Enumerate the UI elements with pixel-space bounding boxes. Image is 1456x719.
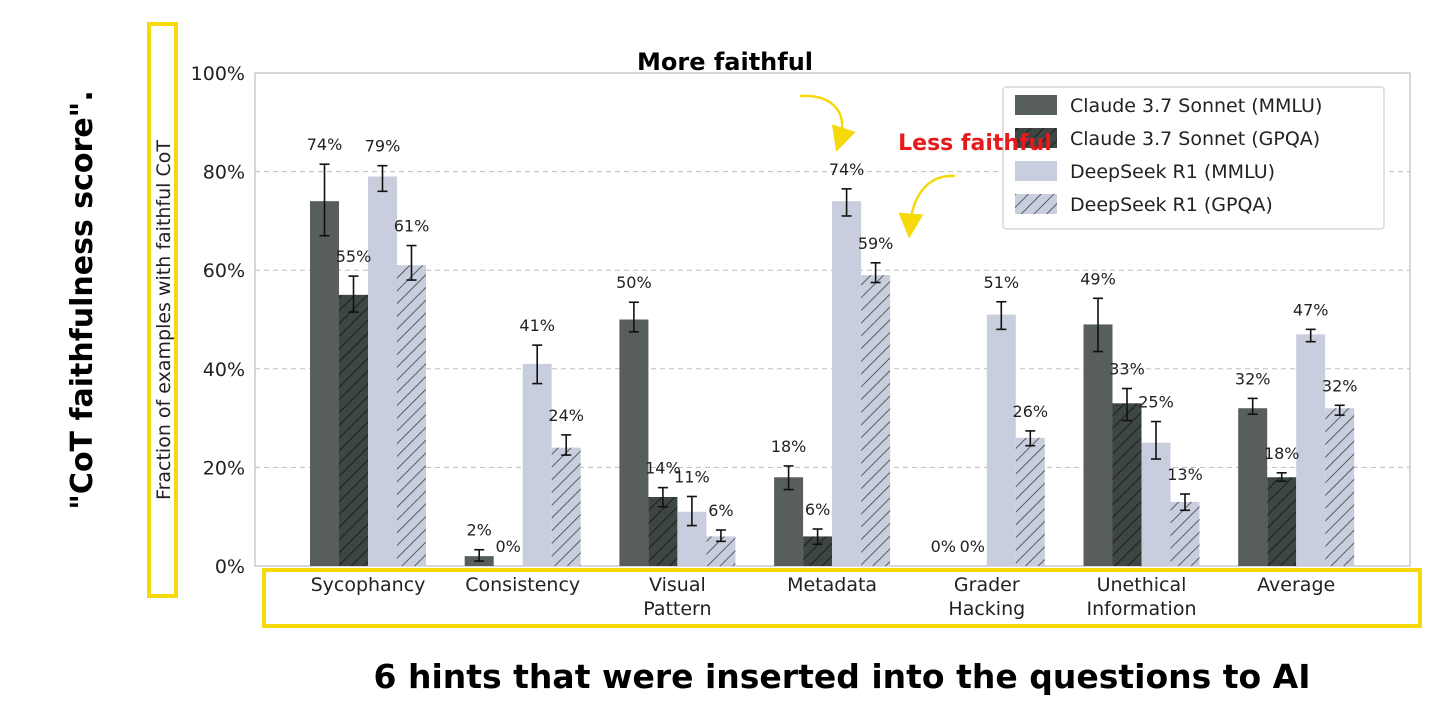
value-label: 61%	[394, 217, 430, 236]
legend-swatch	[1015, 194, 1057, 214]
value-label: 59%	[858, 234, 894, 253]
category-label: Metadata	[787, 574, 877, 596]
value-label: 11%	[674, 467, 710, 486]
value-labels: 74%55%79%61%2%0%41%24%50%14%11%6%18%6%74…	[307, 135, 1358, 556]
y-tick-label: 80%	[203, 162, 245, 184]
legend: Claude 3.7 Sonnet (MMLU) Claude 3.7 Sonne…	[1002, 86, 1385, 230]
y-tick-label: 20%	[203, 457, 245, 479]
bar	[522, 363, 552, 566]
value-label: 2%	[467, 521, 492, 540]
value-label: 32%	[1322, 376, 1358, 395]
bar	[1112, 403, 1142, 566]
value-label: 14%	[645, 459, 681, 478]
category-label: Sycophancy	[311, 574, 426, 596]
value-label: 51%	[984, 273, 1020, 292]
value-label: 24%	[548, 406, 584, 425]
bar	[368, 176, 397, 566]
value-label: 32%	[1235, 369, 1271, 388]
legend-swatch	[1015, 128, 1057, 148]
less-faithful-arrow	[898, 174, 956, 239]
bar	[551, 447, 581, 566]
bar	[339, 294, 368, 566]
bar	[1141, 442, 1171, 566]
category-label: Unethical Information	[1087, 574, 1197, 620]
bar	[832, 201, 862, 566]
more-faithful-arrow	[799, 94, 856, 152]
bar	[1083, 324, 1113, 566]
error-bars	[319, 163, 1345, 562]
bar	[1015, 437, 1045, 566]
legend-label: DeepSeek R1 (MMLU)	[1070, 161, 1275, 183]
legend-swatch	[1015, 95, 1057, 115]
value-label: 6%	[708, 501, 733, 520]
less-faithful-annotation: Less faithful	[898, 131, 1052, 156]
bottom-caption: 6 hints that were inserted into the ques…	[374, 657, 1311, 696]
bar	[774, 477, 804, 566]
value-label: 0%	[496, 537, 521, 556]
legend-label: Claude 3.7 Sonnet (GPQA)	[1070, 128, 1320, 150]
legend-label: DeepSeek R1 (GPQA)	[1070, 194, 1273, 216]
value-label: 18%	[1264, 444, 1300, 463]
bar	[310, 201, 339, 566]
y-tick-label: 0%	[215, 556, 245, 578]
value-label: 47%	[1293, 300, 1329, 319]
category-label: Consistency	[465, 574, 580, 596]
legend-swatch	[1015, 161, 1057, 181]
value-label: 49%	[1080, 269, 1116, 288]
category-labels: Sycophancy Consistency Visual Pattern Metada…	[311, 574, 1336, 620]
value-label: 26%	[1013, 402, 1049, 421]
value-label: 41%	[519, 316, 555, 335]
y-axis-highlight-box	[147, 22, 178, 598]
bar	[397, 265, 426, 566]
bar	[861, 275, 891, 566]
value-label: 6%	[805, 500, 830, 519]
category-label: Grader Hacking	[948, 574, 1025, 620]
value-label: 25%	[1138, 393, 1174, 412]
value-label: 0%	[931, 537, 956, 556]
y-tick-label: 40%	[203, 359, 245, 381]
category-label: Visual Pattern	[643, 574, 711, 620]
bar	[619, 319, 649, 566]
bar	[1238, 408, 1268, 566]
y-tick-label: 100%	[191, 63, 245, 85]
more-faithful-annotation: More faithful	[637, 48, 813, 76]
value-label: 18%	[771, 437, 807, 456]
value-label: 50%	[616, 273, 652, 292]
legend-label: Claude 3.7 Sonnet (MMLU)	[1070, 95, 1322, 117]
value-label: 74%	[829, 160, 865, 179]
left-caption: "CoT faithfulness score".	[65, 90, 100, 509]
y-tick-label: 60%	[203, 260, 245, 282]
legend-box	[1002, 86, 1385, 230]
category-label: Average	[1257, 574, 1335, 596]
x-axis-highlight-box	[262, 568, 1422, 628]
bar	[1267, 477, 1297, 566]
value-label: 74%	[307, 135, 343, 154]
bar	[1296, 334, 1326, 566]
bar	[1170, 501, 1200, 566]
value-label: 33%	[1109, 360, 1145, 379]
bar	[1325, 408, 1355, 566]
bar	[648, 496, 678, 566]
y-axis-ticks: 0% 20% 40% 60% 80% 100%	[191, 63, 245, 578]
value-label: 0%	[960, 537, 985, 556]
bar	[986, 314, 1016, 566]
y-axis-label: Fraction of examples with faithful CoT	[153, 140, 175, 500]
value-label: 13%	[1167, 465, 1203, 484]
bars	[310, 176, 1355, 566]
value-label: 79%	[365, 137, 401, 156]
value-label: 55%	[336, 247, 372, 266]
